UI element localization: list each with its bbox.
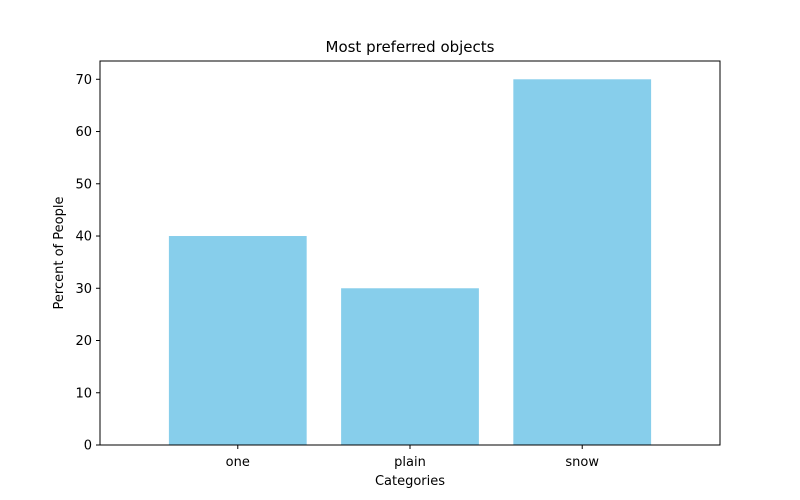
chart-title: Most preferred objects xyxy=(326,38,495,56)
y-tick-label: 70 xyxy=(75,73,92,88)
y-tick-label: 40 xyxy=(75,230,92,245)
y-tick-label: 50 xyxy=(75,177,92,192)
plot-frame xyxy=(99,60,721,446)
bars-layer xyxy=(168,79,652,445)
x-tick-label: one xyxy=(226,455,250,470)
y-tick-label: 20 xyxy=(75,334,92,349)
x-tick-label: snow xyxy=(565,455,599,470)
x-axis-ticks: one plain snow xyxy=(226,445,599,470)
y-axis-label: Percent of People xyxy=(52,197,67,310)
bar-plain xyxy=(341,288,479,445)
y-tick-label: 0 xyxy=(84,439,92,454)
bar-snow xyxy=(513,79,652,445)
y-tick-label: 30 xyxy=(75,282,92,297)
bar-one xyxy=(168,236,307,445)
y-tick-label: 60 xyxy=(75,125,92,140)
y-tick-label: 10 xyxy=(75,386,92,401)
x-axis-label: Categories xyxy=(375,474,445,489)
x-tick-label: plain xyxy=(394,455,426,470)
y-axis-ticks: 0 10 20 30 40 50 60 70 xyxy=(75,73,100,454)
